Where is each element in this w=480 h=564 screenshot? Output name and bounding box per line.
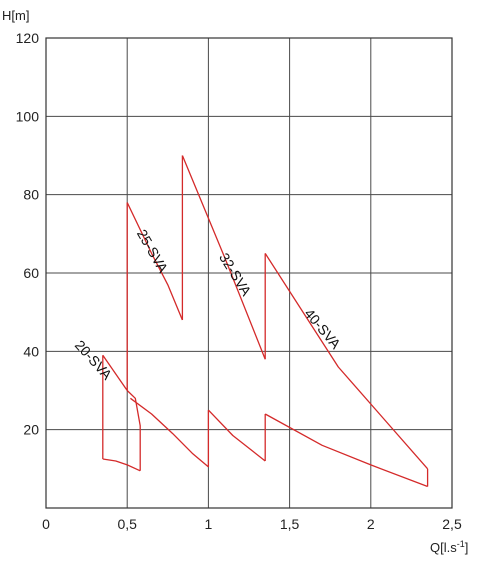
y-axis-title: H[m] [2, 8, 29, 23]
x-axis-title: Q[l.s-1] [430, 539, 468, 555]
plot-frame [45, 37, 453, 509]
series-25-sva-lower-curve [130, 397, 209, 468]
series-20-sva-lower-curve [102, 458, 141, 472]
grid [46, 38, 452, 508]
x-axis-title-close: ] [465, 540, 469, 555]
x-tick-label: 0,5 [117, 516, 137, 532]
series-32-sva-upper-curve [181, 155, 266, 360]
series-20-sva-boundary [126, 390, 141, 471]
series-label: 32-SVA [216, 250, 255, 299]
series-40-sva-lower-curve [264, 413, 428, 488]
x-tick-label: 2 [367, 516, 375, 532]
y-tick-label: 80 [23, 187, 39, 203]
x-axis-title-main: Q[l.s [430, 540, 457, 555]
curves [102, 155, 429, 488]
series-25-sva-upper-curve [126, 202, 184, 321]
series-32-sva-lower-curve [207, 409, 266, 462]
x-tick-label: 1,5 [280, 516, 300, 532]
y-tick-label: 120 [16, 30, 40, 46]
y-tick-label: 40 [23, 343, 39, 359]
x-tick-label: 0 [42, 516, 50, 532]
x-tick-label: 1 [205, 516, 213, 532]
series-20-sva-upper-curve [102, 354, 128, 391]
y-tick-labels: 20 40 60 80 100 120 [16, 30, 40, 438]
series-label: 25-SVA [134, 226, 172, 275]
y-tick-label: 100 [16, 108, 40, 124]
series-40-sva-upper-curve [264, 253, 429, 470]
x-tick-label: 2,5 [442, 516, 462, 532]
x-axis-title-sup: -1 [457, 539, 465, 549]
y-tick-label: 60 [23, 265, 39, 281]
series-label: 20-SVA [72, 337, 116, 383]
series-label: 40-SVA [301, 305, 344, 352]
y-tick-label: 20 [23, 422, 39, 438]
x-tick-labels: 0 0,5 1 1,5 2 2,5 [42, 516, 462, 532]
